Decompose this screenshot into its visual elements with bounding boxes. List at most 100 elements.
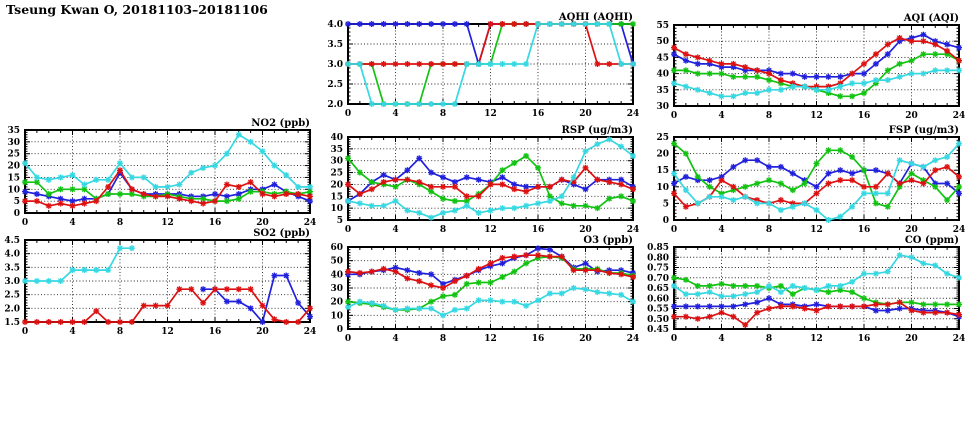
svg-text:10: 10 bbox=[7, 185, 20, 195]
no2-series-red bbox=[22, 167, 313, 209]
svg-text:0: 0 bbox=[345, 109, 351, 119]
o3-grid bbox=[348, 247, 633, 329]
svg-text:24: 24 bbox=[953, 111, 966, 121]
svg-text:0.80: 0.80 bbox=[647, 253, 669, 263]
chart-so2: 1.5 2.0 2.5 3.0 3.5 4.0 4.5 0 4 8 12 16 20 24 SO2 (ppb… bbox=[0, 226, 320, 344]
svg-text:20: 20 bbox=[656, 150, 669, 160]
fsp-grid bbox=[674, 137, 959, 220]
svg-text:35: 35 bbox=[330, 145, 343, 155]
svg-text:12: 12 bbox=[810, 334, 823, 344]
chart-aqi: 30 35 40 45 50 55 0 4 8 12 16 20 24 AQI (AQI) bbox=[634, 11, 969, 128]
svg-text:55: 55 bbox=[656, 21, 669, 31]
co-y-axis-labels: 0.450.500.550.600.650.700.750.800.85 bbox=[647, 243, 669, 335]
svg-text:24: 24 bbox=[953, 225, 966, 235]
svg-text:24: 24 bbox=[627, 109, 640, 119]
fsp-title: FSP (ug/m3) bbox=[889, 125, 959, 136]
svg-text:10: 10 bbox=[330, 204, 343, 214]
svg-text:15: 15 bbox=[7, 173, 20, 183]
svg-text:16: 16 bbox=[532, 334, 545, 344]
svg-text:0.55: 0.55 bbox=[647, 305, 669, 315]
chart-o3: 0 10 20 30 40 50 60 0 4 8 12 16 20 24 O3 (ppb) bbox=[308, 233, 643, 351]
svg-text:40: 40 bbox=[656, 70, 669, 80]
co-series-cyan bbox=[671, 252, 962, 300]
no2-title: NO2 (ppb) bbox=[251, 118, 310, 129]
svg-text:24: 24 bbox=[304, 218, 317, 228]
fsp-series-cyan bbox=[671, 140, 962, 223]
so2-plot: 1.5 2.0 2.5 3.0 3.5 4.0 4.5 0 4 8 12 16 20 24 SO2 (ppb… bbox=[4, 228, 316, 337]
aqi-series-blue bbox=[671, 31, 962, 80]
svg-text:16: 16 bbox=[858, 334, 871, 344]
page-title: Tseung Kwan O, 20181103–20181106 bbox=[6, 2, 268, 17]
svg-text:4: 4 bbox=[392, 225, 398, 235]
svg-text:2.5: 2.5 bbox=[327, 80, 343, 90]
fsp-series-green bbox=[671, 140, 962, 210]
svg-text:12: 12 bbox=[810, 111, 823, 121]
svg-text:0.45: 0.45 bbox=[647, 325, 669, 335]
svg-text:8: 8 bbox=[766, 334, 772, 344]
fsp-plot: 0 5 10 15 20 25 0 4 8 12 16 20 24 FSP (ug/m3) bbox=[656, 125, 965, 235]
svg-text:4: 4 bbox=[392, 109, 398, 119]
svg-text:0: 0 bbox=[337, 325, 343, 335]
so2-grid bbox=[25, 240, 310, 322]
svg-text:8: 8 bbox=[440, 225, 446, 235]
chart-rsp: 5 10 15 20 25 30 35 40 0 4 8 12 16 20 24 RSP (ug/m3) bbox=[308, 123, 643, 242]
o3-ticks bbox=[347, 246, 634, 330]
svg-text:4.0: 4.0 bbox=[4, 250, 20, 260]
co-x-axis-labels: 0 4 8 12 16 20 24 bbox=[671, 334, 965, 344]
aqi-plot: 30 35 40 45 50 55 0 4 8 12 16 20 24 AQI (AQI) bbox=[656, 13, 966, 121]
svg-text:40: 40 bbox=[330, 270, 343, 280]
svg-text:4.5: 4.5 bbox=[4, 236, 20, 246]
svg-text:20: 20 bbox=[330, 180, 343, 190]
fsp-x-axis-labels: 0 4 8 12 16 20 24 bbox=[671, 225, 965, 235]
o3-plot: 0 10 20 30 40 50 60 0 4 8 12 16 20 24 O3 (ppb) bbox=[330, 235, 639, 344]
svg-text:16: 16 bbox=[532, 109, 545, 119]
aqi-ticks bbox=[673, 24, 960, 107]
o3-title: O3 (ppb) bbox=[583, 235, 633, 246]
svg-text:12: 12 bbox=[484, 225, 497, 235]
svg-text:0: 0 bbox=[671, 334, 677, 344]
svg-text:4: 4 bbox=[718, 111, 724, 121]
aqi-series-red bbox=[671, 34, 962, 90]
svg-text:0.85: 0.85 bbox=[647, 243, 669, 253]
aqhi-title: AQHI (AQHI) bbox=[558, 12, 633, 23]
co-plot: 0.450.500.550.600.650.700.750.800.850 4 8 1… bbox=[647, 235, 965, 344]
svg-text:12: 12 bbox=[161, 218, 174, 228]
so2-x-axis-labels: 0 4 8 12 16 20 24 bbox=[22, 327, 316, 337]
svg-text:20: 20 bbox=[330, 298, 343, 308]
svg-text:15: 15 bbox=[656, 166, 669, 176]
o3-x-axis-labels: 0 4 8 12 16 20 24 bbox=[345, 334, 639, 344]
svg-text:20: 20 bbox=[256, 218, 269, 228]
no2-ticks bbox=[24, 129, 311, 214]
svg-text:4: 4 bbox=[718, 334, 724, 344]
no2-series-cyan bbox=[22, 131, 313, 190]
svg-text:20: 20 bbox=[579, 334, 592, 344]
so2-series-red bbox=[22, 286, 313, 325]
svg-text:0: 0 bbox=[345, 225, 351, 235]
rsp-x-axis-labels: 0 4 8 12 16 20 24 bbox=[345, 225, 639, 235]
svg-text:16: 16 bbox=[858, 225, 871, 235]
aqhi-series-cyan bbox=[345, 21, 636, 107]
svg-text:10: 10 bbox=[656, 183, 669, 193]
svg-text:5: 5 bbox=[14, 197, 20, 207]
svg-text:25: 25 bbox=[330, 169, 343, 179]
svg-text:12: 12 bbox=[484, 334, 497, 344]
svg-text:0.75: 0.75 bbox=[647, 264, 669, 274]
svg-text:24: 24 bbox=[627, 225, 640, 235]
svg-text:20: 20 bbox=[579, 225, 592, 235]
svg-text:20: 20 bbox=[905, 225, 918, 235]
svg-text:40: 40 bbox=[330, 133, 343, 143]
svg-text:60: 60 bbox=[330, 243, 343, 253]
svg-text:0: 0 bbox=[22, 327, 28, 337]
svg-text:30: 30 bbox=[330, 157, 343, 167]
svg-text:0: 0 bbox=[671, 111, 677, 121]
svg-text:4.0: 4.0 bbox=[327, 20, 343, 30]
svg-text:12: 12 bbox=[484, 109, 497, 119]
aqhi-x-axis-labels: 0 4 8 12 16 20 24 bbox=[345, 109, 639, 119]
svg-text:35: 35 bbox=[656, 86, 669, 96]
chart-aqhi: 2.0 2.5 3.0 3.5 4.0 0 4 8 12 16 20 24 AQHI (AQHI) bbox=[308, 10, 643, 126]
svg-text:12: 12 bbox=[810, 225, 823, 235]
svg-text:0.50: 0.50 bbox=[647, 315, 669, 325]
so2-y-axis-labels: 1.5 2.0 2.5 3.0 3.5 4.0 4.5 bbox=[4, 236, 20, 328]
